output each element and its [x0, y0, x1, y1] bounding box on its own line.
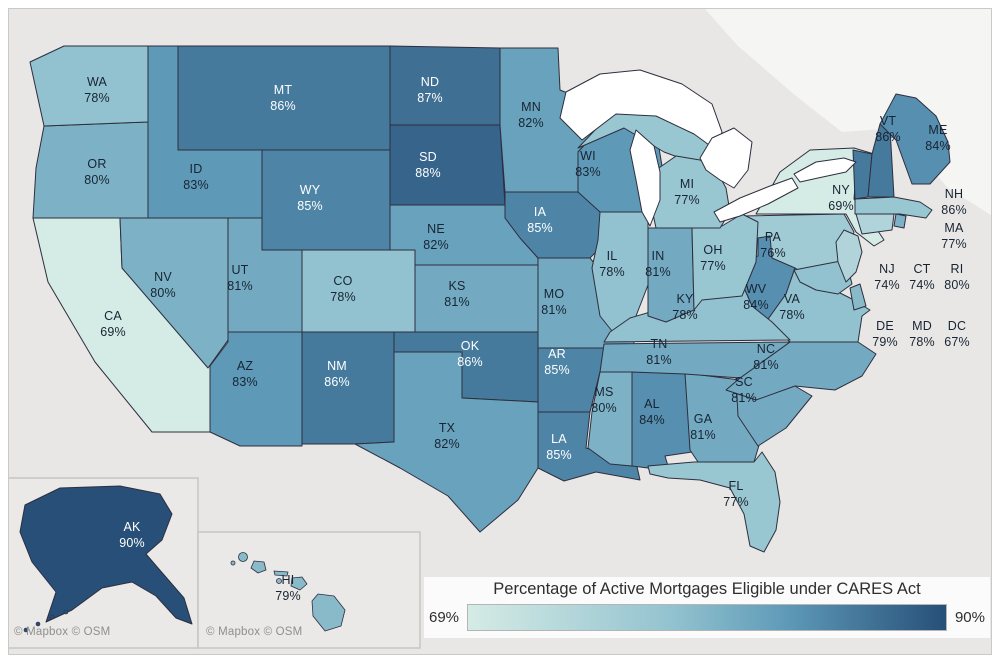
state-label-ky: KY 78% — [672, 292, 698, 322]
state-hi-oahu[interactable] — [250, 560, 267, 574]
state-hi-lanai[interactable] — [276, 578, 282, 584]
hawaii-inset-attribution: © Mapbox © OSM — [206, 626, 303, 638]
aleutian-island-2 — [35, 621, 41, 627]
state-ak[interactable] — [19, 485, 193, 625]
offshore-label-dc: DC 67% — [944, 319, 970, 349]
state-nh[interactable] — [867, 123, 895, 198]
state-co[interactable] — [301, 249, 416, 333]
aleutian-island-3 — [49, 614, 55, 620]
hawaii-inset-box — [197, 531, 421, 649]
state-tn[interactable] — [599, 341, 791, 379]
offshore-label-ma: MA 77% — [941, 221, 967, 251]
state-label-hi: HI 79% — [275, 573, 301, 603]
lake-michigan — [629, 129, 661, 227]
aleutian-island-4 — [63, 609, 69, 615]
offshore-label-nj: NJ 74% — [874, 262, 900, 292]
offshore-label-vt: VT 86% — [875, 114, 901, 144]
state-hi-molokai[interactable] — [273, 570, 289, 577]
state-de[interactable] — [849, 283, 867, 311]
legend-gradient-bar — [467, 604, 947, 631]
legend-min-label: 69% — [429, 609, 460, 626]
state-label-mi: MI 77% — [674, 177, 700, 207]
state-label-me: ME 84% — [925, 123, 951, 153]
lake-erie — [713, 177, 799, 223]
state-label-al: AL 84% — [639, 397, 665, 427]
lake-huron — [699, 127, 753, 189]
state-label-wi: WI 83% — [575, 149, 601, 179]
state-az[interactable] — [209, 331, 303, 447]
state-label-mt: MT 86% — [270, 83, 296, 113]
state-label-sd: SD 88% — [415, 150, 441, 180]
state-tx[interactable] — [354, 351, 539, 533]
offshore-label-de: DE 79% — [872, 319, 898, 349]
state-label-wy: WY 85% — [297, 183, 323, 213]
state-label-nm: NM 86% — [324, 359, 350, 389]
state-label-wv: WV 84% — [743, 282, 769, 312]
state-label-ok: OK 86% — [457, 339, 483, 369]
state-label-il: IL 78% — [599, 249, 625, 279]
state-label-oh: OH 77% — [700, 243, 726, 273]
state-label-ny: NY 69% — [828, 183, 854, 213]
state-label-co: CO 78% — [330, 274, 356, 304]
state-me[interactable] — [879, 93, 951, 185]
state-oh[interactable] — [691, 213, 759, 311]
state-label-ca: CA 69% — [100, 309, 126, 339]
state-mt[interactable] — [177, 45, 391, 151]
state-ks[interactable] — [414, 264, 539, 333]
state-label-va: VA 78% — [779, 292, 805, 322]
state-hi-maui[interactable] — [290, 576, 308, 591]
state-label-nv: NV 80% — [150, 270, 176, 300]
state-fl[interactable] — [647, 451, 781, 553]
state-label-nc: NC 81% — [753, 342, 779, 372]
alaska-inset-attribution: © Mapbox © OSM — [14, 626, 111, 638]
state-nc[interactable] — [725, 341, 877, 401]
state-label-ak: AK 90% — [119, 520, 145, 550]
lake-superior — [559, 69, 723, 151]
state-label-ar: AR 85% — [544, 347, 570, 377]
state-label-mn: MN 82% — [518, 100, 544, 130]
canada-landmass — [705, 9, 991, 215]
basemap-viewport[interactable]: WA 78% OR 80% CA 69% ID 83% NV 80% UT 81% AZ 83% MT 86%… — [8, 8, 992, 655]
legend-max-label: 90% — [954, 609, 985, 626]
state-hi-niihau[interactable] — [230, 560, 236, 566]
state-ri[interactable] — [893, 213, 907, 229]
state-label-mo: MO 81% — [541, 287, 567, 317]
offshore-label-nh: NH 86% — [941, 187, 967, 217]
state-label-tx: TX 82% — [434, 421, 460, 451]
state-nd[interactable] — [389, 45, 501, 126]
aleutian-island-1 — [23, 627, 29, 633]
state-label-ks: KS 81% — [444, 279, 470, 309]
state-label-ia: IA 85% — [527, 205, 553, 235]
us-choropleth-map[interactable]: WA 78% OR 80% CA 69% ID 83% NV 80% UT 81% AZ 83% MT 86%… — [9, 9, 991, 654]
state-wy[interactable] — [261, 149, 391, 251]
state-label-in: IN 81% — [645, 249, 671, 279]
state-label-fl: FL 77% — [723, 479, 749, 509]
legend-gradient-row: 69% 90% — [429, 604, 985, 631]
state-hi-kauai[interactable] — [238, 552, 248, 562]
state-label-id: ID 83% — [183, 162, 209, 192]
state-label-ne: NE 82% — [423, 222, 449, 252]
state-label-ga: GA 81% — [690, 412, 716, 442]
offshore-label-md: MD 78% — [909, 319, 935, 349]
state-label-or: OR 80% — [84, 157, 110, 187]
state-ct[interactable] — [855, 213, 895, 235]
state-sd[interactable] — [389, 124, 506, 206]
state-label-wa: WA 78% — [84, 75, 110, 105]
state-label-ms: MS 80% — [591, 385, 617, 415]
state-hi-big-island[interactable] — [311, 593, 346, 632]
state-label-nd: ND 87% — [417, 75, 443, 105]
state-label-sc: SC 81% — [731, 375, 757, 405]
lake-ontario — [793, 157, 857, 183]
legend-title: Percentage of Active Mortgages Eligible … — [493, 580, 921, 598]
state-label-ut: UT 81% — [227, 263, 253, 293]
offshore-label-ct: CT 74% — [909, 262, 935, 292]
state-label-az: AZ 83% — [232, 359, 258, 389]
state-label-tn: TN 81% — [646, 337, 672, 367]
offshore-label-ri: RI 80% — [944, 262, 970, 292]
color-legend: Percentage of Active Mortgages Eligible … — [424, 577, 990, 638]
state-label-la: LA 85% — [546, 432, 572, 462]
state-nj[interactable] — [835, 229, 863, 283]
state-label-pa: PA 76% — [760, 230, 786, 260]
